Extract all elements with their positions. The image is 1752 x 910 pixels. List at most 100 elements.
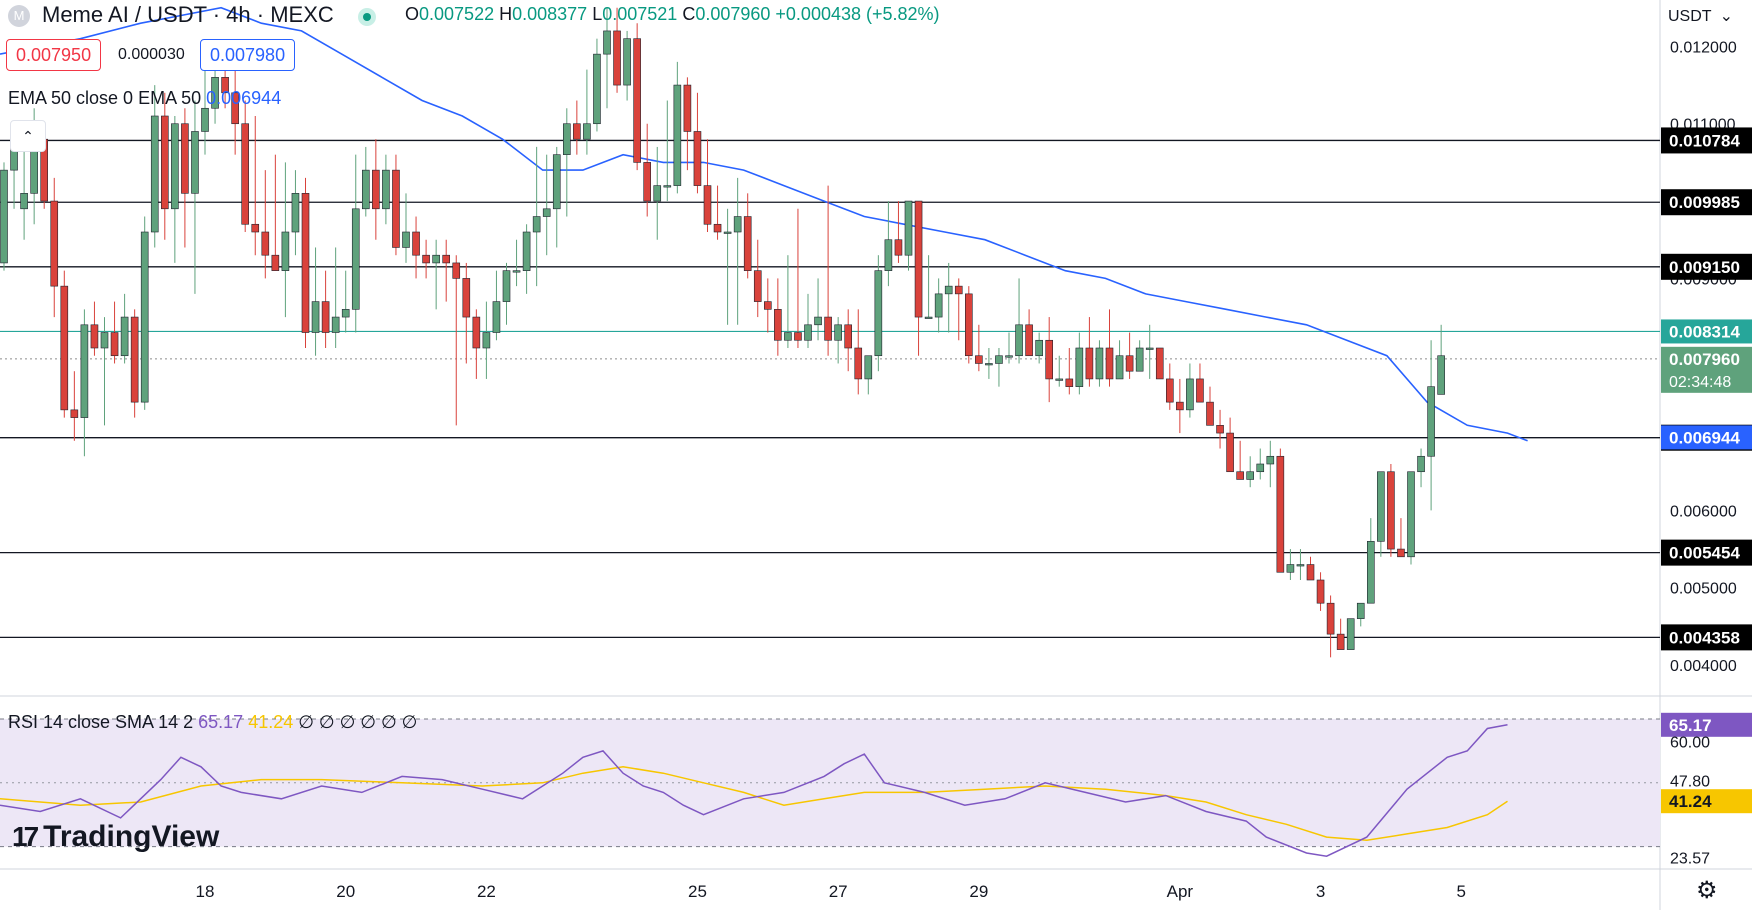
candle-body — [140, 231, 149, 403]
candle-body — [331, 316, 340, 333]
candle-body — [834, 324, 842, 341]
candle-body — [904, 200, 913, 256]
candle-body — [1105, 347, 1114, 380]
candle-body — [1236, 471, 1244, 480]
candle-body — [251, 223, 260, 233]
gear-icon[interactable]: ⚙ — [1696, 877, 1718, 904]
candle-body — [1276, 455, 1285, 573]
candle-body — [573, 123, 581, 140]
candle-body — [150, 115, 159, 233]
candle-body — [1115, 355, 1124, 380]
level-price-label: 0.010784 — [1669, 131, 1740, 150]
candle-body — [522, 231, 531, 271]
currency-selector[interactable]: USDT ⌄ — [1668, 8, 1733, 25]
candle-body — [1387, 471, 1395, 550]
rsi-legend[interactable]: RSI 14 close SMA 14 2 65.17 41.24 ∅ ∅ ∅ … — [8, 712, 418, 732]
candle-body — [20, 193, 28, 210]
candle-body — [1166, 378, 1174, 403]
candle-body — [975, 355, 983, 364]
ema-legend[interactable]: EMA 50 close 0 EMA 50 0.006944 — [8, 88, 282, 108]
candle-body — [351, 208, 360, 310]
y-tick-label: 0.006000 — [1670, 503, 1737, 520]
tradingview-mark-icon: 17 — [12, 821, 39, 852]
candle-body — [361, 169, 370, 210]
candle-body — [985, 363, 993, 366]
level-price-tag — [1661, 539, 1752, 566]
candle-body — [301, 193, 310, 333]
candle-body — [934, 293, 943, 318]
candle-body — [120, 316, 129, 357]
candle-body — [171, 123, 179, 210]
rsi-line — [0, 724, 1508, 857]
ema-price-tag — [1661, 425, 1752, 450]
x-tick-label: 20 — [336, 882, 355, 901]
candle-body — [161, 115, 169, 210]
x-tick-label: 29 — [969, 882, 988, 901]
sell-button[interactable]: 0.007950 — [6, 39, 102, 71]
chevron-up-icon: ⌃ — [22, 128, 34, 144]
last-price-label: 0.007960 — [1669, 350, 1740, 369]
y-tick-label: 0.005000 — [1670, 581, 1737, 598]
candle-body — [1125, 355, 1134, 372]
candle-body — [1306, 564, 1315, 581]
candle-body — [201, 107, 209, 132]
candle-body — [110, 332, 119, 357]
candle-body — [683, 84, 692, 132]
candle-body — [995, 355, 1003, 364]
level-price-label: 0.004358 — [1669, 628, 1740, 647]
spread-value: 0.000030 — [118, 46, 185, 63]
candle-body — [713, 223, 722, 233]
candle-body — [804, 324, 812, 341]
candle-body — [924, 316, 933, 319]
candle-body — [321, 301, 330, 333]
candle-body — [1367, 541, 1375, 604]
market-open-status-icon — [358, 8, 376, 26]
candle-body — [50, 200, 59, 287]
candle-body — [613, 30, 621, 86]
candle-body — [814, 316, 822, 326]
candle-body — [462, 278, 471, 318]
collapse-legend-button[interactable]: ⌃ — [10, 120, 46, 152]
candle-body — [1266, 455, 1275, 465]
candle-body — [472, 316, 481, 349]
candle-body — [382, 169, 390, 210]
candle-body — [482, 332, 491, 349]
candle-body — [1206, 401, 1214, 426]
candle-body — [221, 77, 229, 94]
candle-body — [552, 154, 561, 210]
buy-button[interactable]: 0.007980 — [200, 39, 296, 71]
candle-body — [623, 38, 631, 86]
candle-body — [1055, 378, 1064, 381]
candle-body — [532, 216, 541, 233]
candle-body — [130, 316, 139, 403]
candle-body — [774, 309, 782, 341]
candle-body — [372, 169, 380, 210]
candle-body — [100, 332, 109, 349]
candle-body — [673, 84, 682, 186]
chevron-down-icon: ⌄ — [1719, 8, 1733, 25]
candle-body — [422, 254, 430, 264]
candle-body — [412, 231, 420, 256]
candle-body — [703, 185, 712, 225]
level-price-tag — [1661, 189, 1752, 216]
candle-body — [1085, 347, 1094, 380]
x-tick-label: 25 — [688, 882, 707, 901]
x-tick-label: 22 — [477, 882, 496, 901]
candle-body — [1176, 401, 1184, 411]
candle-body — [291, 193, 300, 233]
x-tick-label: 3 — [1316, 882, 1325, 901]
candle-body — [80, 324, 89, 418]
candle-body — [562, 123, 571, 155]
candle-body — [1326, 602, 1335, 635]
candle-body — [402, 231, 410, 248]
symbol-title[interactable]: Meme AI / USDT · 4h · MEXC — [42, 2, 334, 27]
candle-body — [1035, 339, 1043, 357]
candle-body — [1417, 455, 1425, 473]
candle-body — [1005, 355, 1013, 358]
ohlc-legend: O0.007522 H0.008377 L0.007521 C0.007960 … — [405, 4, 940, 24]
candle-body — [964, 293, 973, 357]
candle-body — [743, 216, 752, 271]
candle-body — [753, 270, 762, 302]
candle-body — [944, 285, 953, 295]
